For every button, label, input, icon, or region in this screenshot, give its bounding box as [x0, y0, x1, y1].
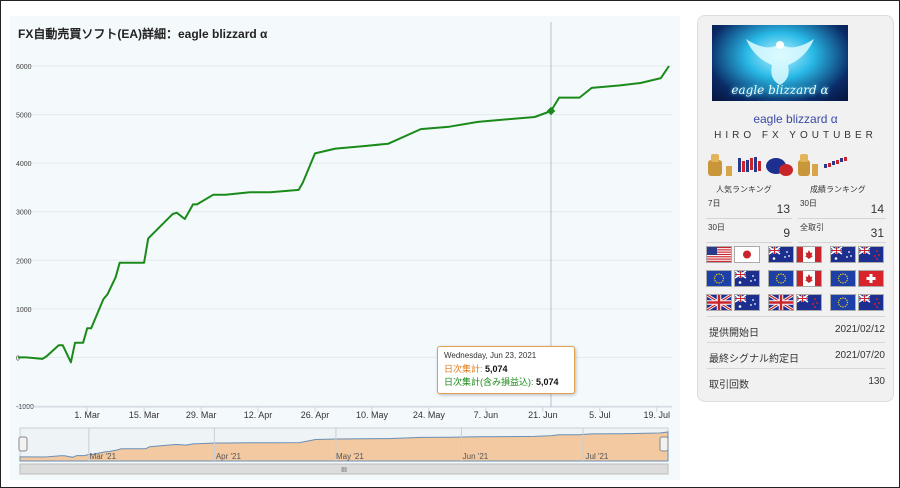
- navigator-series-area: [19, 431, 669, 462]
- y-tick-label: 6000: [16, 64, 32, 71]
- flag-au-icon: [768, 246, 794, 263]
- navigator-label: Apr '21: [216, 452, 242, 461]
- tooltip-daily-incl-label: 日次集計(含み損益込):: [444, 377, 534, 387]
- info-start-date: 提供開始日 2021/02/12: [707, 316, 885, 343]
- info-label: 最終シグナル約定日: [709, 354, 799, 365]
- x-tick-label: 26. Apr: [301, 410, 330, 420]
- rank-period: 7日: [708, 199, 721, 208]
- flag-eu-icon: [830, 294, 856, 311]
- banner-logo-text: eagle blizzard α: [731, 83, 829, 97]
- info-last-signal-date: 最終シグナル約定日 2021/07/20: [707, 342, 885, 369]
- x-tick-label: 24. May: [413, 410, 446, 420]
- flag-ca-icon: [796, 246, 822, 263]
- tooltip-daily-incl-row: 日次集計(含み損益込): 5,074: [444, 375, 568, 388]
- navigator-right-handle[interactable]: [659, 436, 669, 452]
- popularity-ranking-label: 人気ランキング: [716, 185, 772, 194]
- tooltip-daily-row: 日次集計: 5,074: [444, 362, 568, 375]
- x-tick-label: 12. Apr: [244, 410, 273, 420]
- rank-period: 30日: [800, 199, 817, 208]
- navigator-label: Mar '21: [90, 452, 117, 461]
- y-tick-label: 0: [16, 355, 20, 362]
- x-tick-label: 5. Jul: [589, 410, 611, 420]
- performance-ranking-icon: [798, 154, 847, 176]
- flag-nz-icon: [796, 294, 822, 311]
- popularity-rank-7d: 7日 13: [706, 196, 792, 219]
- performance-rank-30d: 30日 14: [798, 196, 886, 219]
- flag-gb-icon: [768, 294, 794, 311]
- eagle-icon: [746, 39, 814, 85]
- rank-value: 14: [870, 202, 884, 216]
- x-tick-label: 29. Mar: [186, 410, 217, 420]
- flag-eu-icon: [830, 270, 856, 287]
- flag-au-icon: [734, 294, 760, 311]
- chart-tooltip: Wednesday, Jun 23, 2021 日次集計: 5,074 日次集計…: [437, 346, 575, 394]
- x-tick-label: 7. Jun: [474, 410, 499, 420]
- navigator-label: May '21: [336, 452, 364, 461]
- y-tick-label: 5000: [16, 113, 32, 120]
- flag-au-icon: [830, 246, 856, 263]
- flag-au-icon: [734, 270, 760, 287]
- navigator-scrollbar-thumb[interactable]: [19, 463, 669, 475]
- chart-title: FX自動売買ソフト(EA)詳細：eagle blizzard α: [18, 27, 268, 41]
- rank-value: 13: [776, 202, 790, 216]
- equity-chart-panel: FX自動売買ソフト(EA)詳細：eagle blizzard α 6000 500…: [10, 16, 680, 480]
- tooltip-daily-value: 5,074: [485, 364, 508, 374]
- info-label: 提供開始日: [709, 328, 759, 339]
- y-tick-label: 3000: [16, 210, 32, 217]
- info-trade-count: 取引回数 130: [707, 368, 885, 395]
- navigator-label: Jul '21: [586, 452, 609, 461]
- popularity-rank-30d: 30日 9: [706, 220, 792, 243]
- tooltip-daily-incl-value: 5,074: [536, 377, 559, 387]
- info-value: 2021/02/12: [834, 324, 885, 335]
- flag-ch-icon: [858, 270, 884, 287]
- ea-sidebar: eagle blizzard α eagle blizzard α HIRO F…: [697, 15, 894, 402]
- rank-period: 全取引: [800, 223, 824, 232]
- x-tick-label: 1. Mar: [74, 410, 100, 420]
- y-tick-label: 4000: [16, 161, 32, 168]
- ea-banner-image[interactable]: eagle blizzard α: [712, 25, 848, 101]
- flag-jp-icon: [734, 246, 760, 263]
- x-tick-label: 21. Jun: [528, 410, 558, 420]
- info-value: 2021/07/20: [834, 350, 885, 361]
- x-tick-label: 15. Mar: [129, 410, 160, 420]
- flag-ca-icon: [796, 270, 822, 287]
- y-tick-label: 1000: [16, 307, 32, 314]
- x-tick-label: 10. May: [356, 410, 389, 420]
- y-tick-label: 2000: [16, 258, 32, 265]
- navigator-left-handle[interactable]: [18, 436, 28, 452]
- performance-ranking-label: 成績ランキング: [810, 185, 866, 194]
- performance-rank-all: 全取引 31: [798, 220, 886, 243]
- info-value: 130: [868, 376, 885, 387]
- info-label: 取引回数: [709, 380, 749, 391]
- flag-us-icon: [706, 246, 732, 263]
- flag-eu-icon: [768, 270, 794, 287]
- flag-nz-icon: [858, 294, 884, 311]
- rank-period: 30日: [708, 223, 725, 232]
- flag-eu-icon: [706, 270, 732, 287]
- rank-value: 9: [783, 226, 790, 240]
- navigator-label: Jun '21: [463, 452, 489, 461]
- tooltip-daily-label: 日次集計:: [444, 364, 483, 374]
- ea-name-link[interactable]: eagle blizzard α: [753, 112, 838, 126]
- tooltip-date: Wednesday, Jun 23, 2021: [444, 351, 537, 360]
- flag-nz-icon: [858, 246, 884, 263]
- rank-value: 31: [870, 226, 884, 240]
- popularity-ranking-icon: [708, 154, 793, 176]
- flag-gb-icon: [706, 294, 732, 311]
- x-tick-label: 19. Jul: [644, 410, 671, 420]
- scrollbar-grip: III: [341, 467, 347, 474]
- equity-series-line[interactable]: [18, 65, 670, 364]
- developer-name: HIRO FX YOUTUBER: [714, 130, 877, 141]
